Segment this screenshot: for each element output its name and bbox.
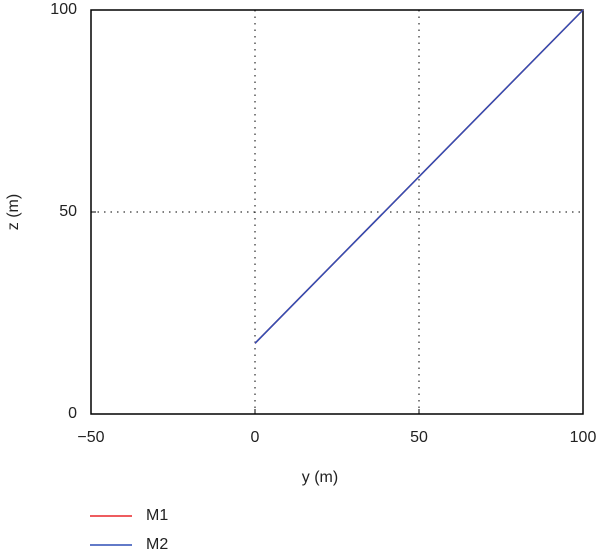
x-tick-label: 50 [410, 429, 428, 446]
x-tick-label: 100 [570, 429, 597, 446]
y-tick-label: 50 [59, 203, 77, 220]
x-tick-label: −50 [77, 429, 104, 446]
legend-label: M2 [146, 536, 168, 553]
plot-frame [90, 9, 584, 415]
x-axis-label: y (m) [302, 469, 338, 486]
line [254, 9, 584, 344]
y-tick-label: 100 [50, 1, 77, 18]
x-tick-label: 0 [251, 429, 260, 446]
legend-label: M1 [146, 507, 168, 524]
y-tick-label: 0 [68, 405, 77, 422]
y-axis-label: z (m) [5, 194, 22, 230]
